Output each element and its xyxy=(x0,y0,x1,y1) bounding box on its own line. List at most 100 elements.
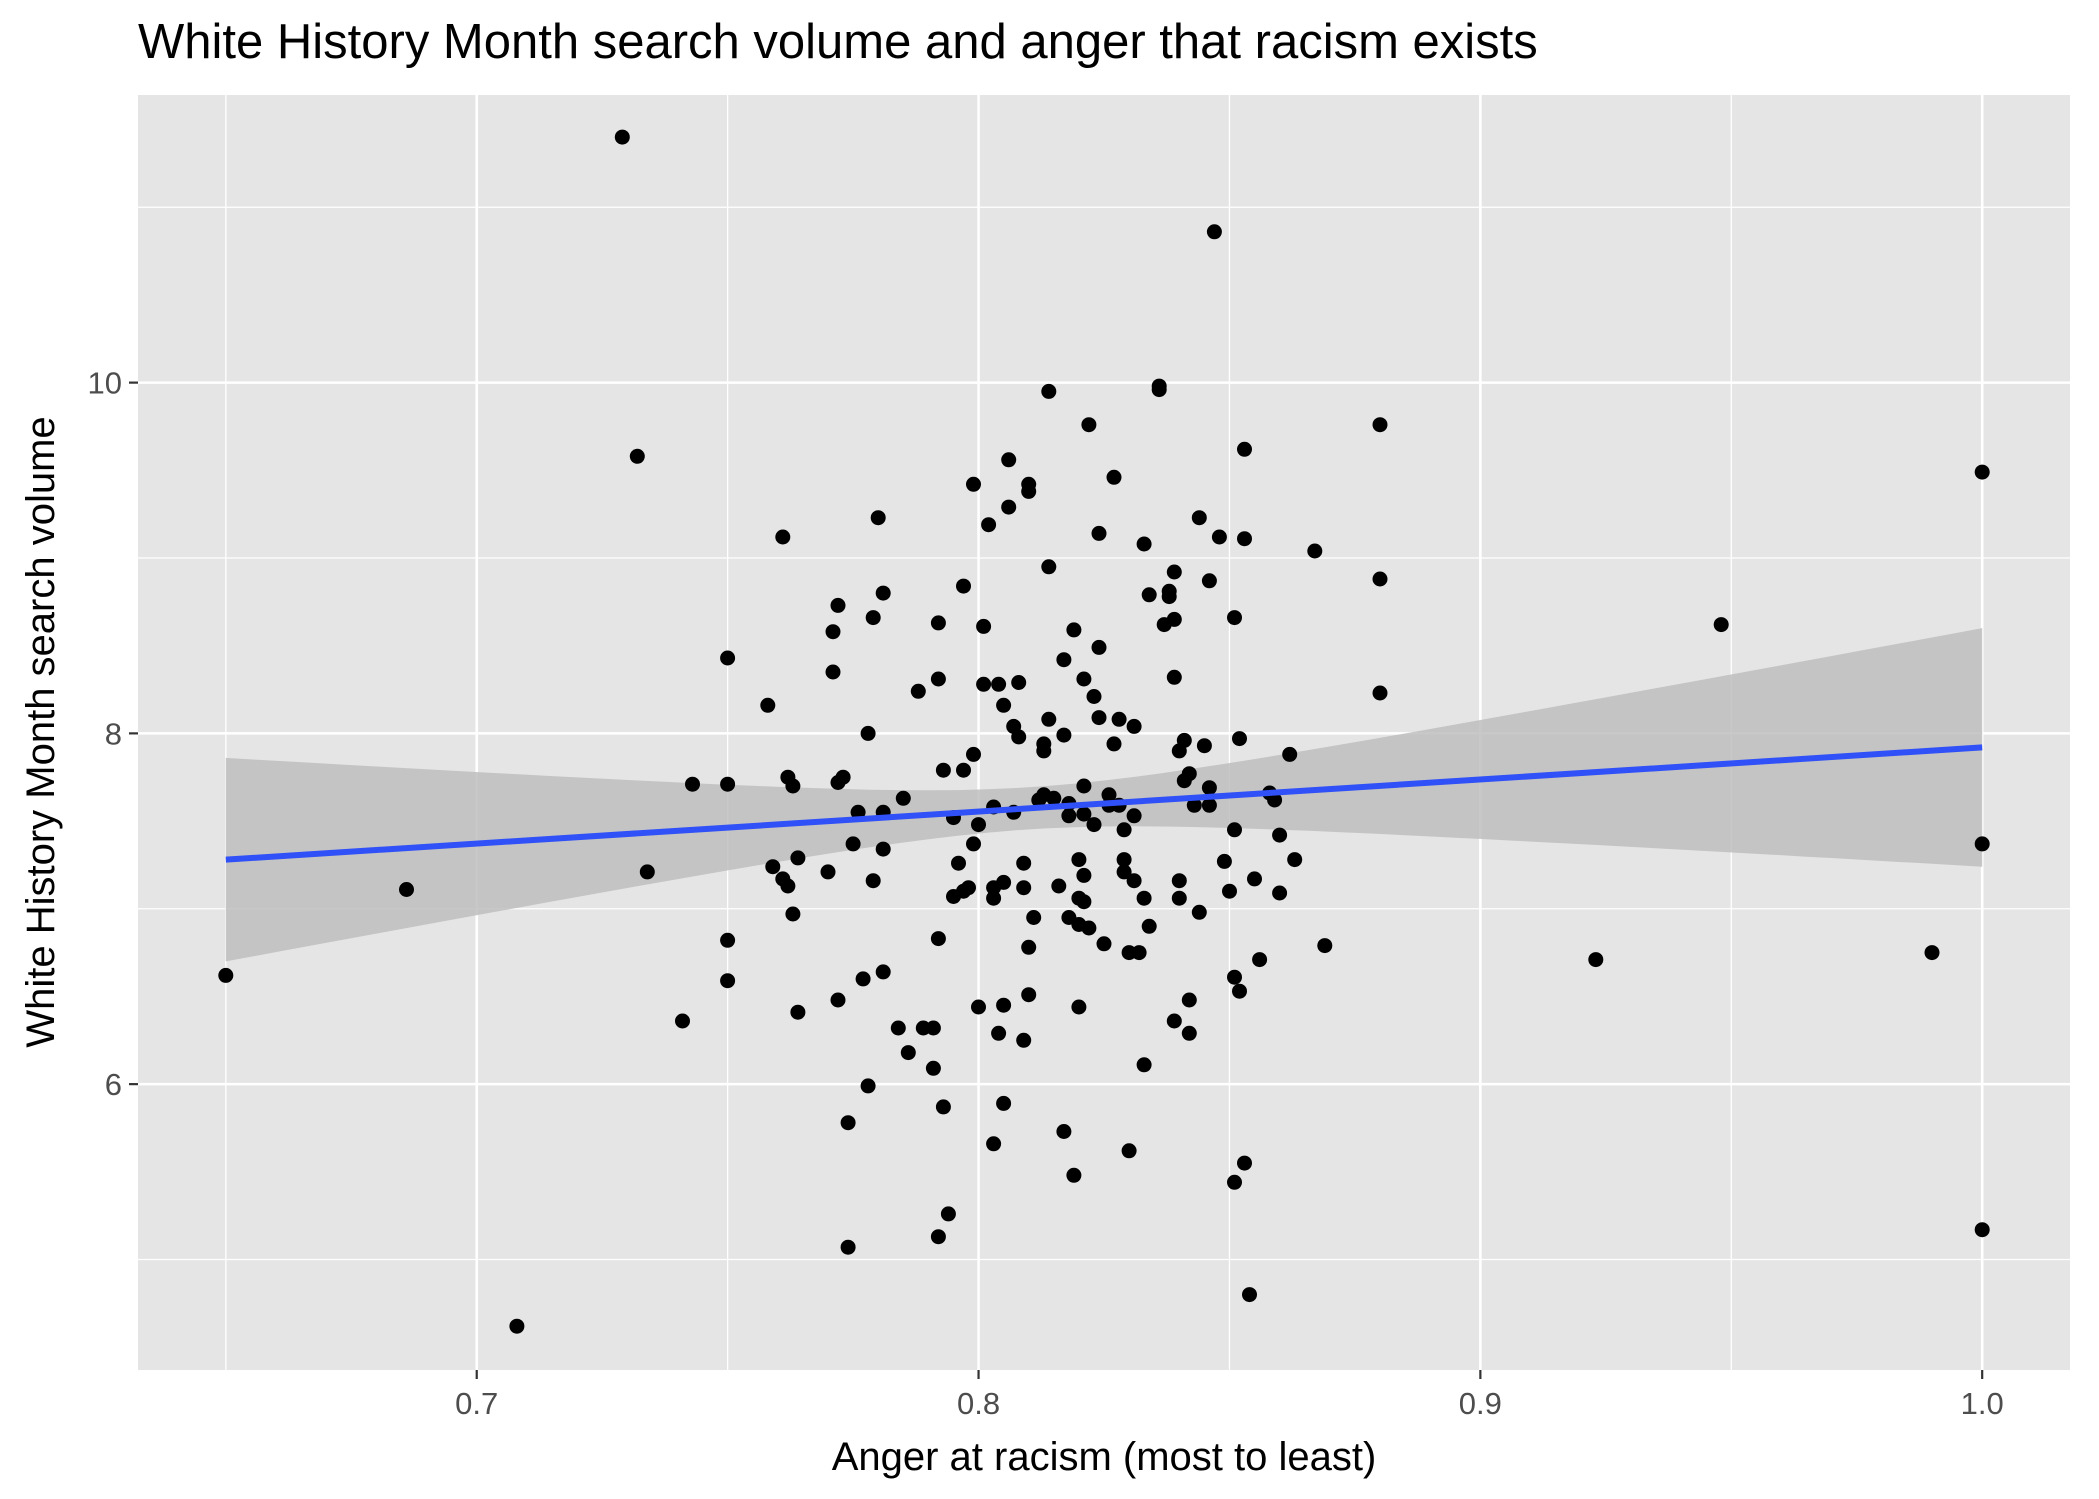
y-axis-title: White History Month search volume xyxy=(19,416,63,1047)
data-point xyxy=(935,762,951,778)
data-point xyxy=(825,624,841,640)
data-point xyxy=(961,880,976,896)
data-point xyxy=(930,1229,946,1245)
data-points xyxy=(218,129,1990,1334)
data-point xyxy=(1166,1013,1182,1029)
data-point xyxy=(1151,382,1167,398)
chart-title: White History Month search volume and an… xyxy=(138,15,1538,69)
data-point xyxy=(685,776,700,792)
data-point xyxy=(830,597,846,613)
data-point xyxy=(790,1004,806,1020)
x-tick-label: 0.9 xyxy=(1459,1386,1502,1421)
data-point xyxy=(1201,780,1217,796)
data-point xyxy=(930,615,946,631)
data-point xyxy=(1116,852,1132,868)
data-point xyxy=(860,1078,876,1094)
x-tick-label: 0.7 xyxy=(455,1386,498,1421)
data-point xyxy=(1227,610,1242,626)
data-point xyxy=(951,855,966,871)
data-point xyxy=(1237,441,1252,457)
data-point xyxy=(1713,617,1729,633)
data-point xyxy=(1061,808,1077,824)
data-point xyxy=(1136,536,1152,552)
data-point xyxy=(875,585,891,601)
data-point xyxy=(1282,746,1298,762)
data-point xyxy=(1196,738,1212,754)
data-point xyxy=(991,676,1007,692)
data-point xyxy=(399,882,414,897)
data-point xyxy=(1201,573,1217,589)
data-point xyxy=(966,476,981,492)
data-point xyxy=(1372,417,1388,433)
data-point xyxy=(1307,543,1323,559)
data-point xyxy=(1056,727,1072,743)
data-point xyxy=(895,790,911,806)
data-point xyxy=(1317,938,1333,954)
data-point xyxy=(875,964,891,980)
data-point xyxy=(1201,797,1217,813)
data-point xyxy=(1106,469,1122,485)
data-point xyxy=(1091,639,1107,655)
data-point xyxy=(1106,736,1122,752)
data-point xyxy=(830,992,846,1008)
data-point xyxy=(1011,729,1027,745)
data-point xyxy=(1232,731,1247,747)
data-point xyxy=(1181,766,1197,782)
data-point xyxy=(1588,952,1604,968)
x-tick-label: 1.0 xyxy=(1961,1386,2004,1421)
data-point xyxy=(1121,1143,1137,1159)
data-point xyxy=(1222,883,1237,899)
data-point xyxy=(840,1115,856,1131)
data-point xyxy=(1131,945,1147,961)
data-point xyxy=(785,778,801,794)
data-point xyxy=(900,1045,916,1061)
data-point xyxy=(966,746,981,762)
data-point xyxy=(1116,822,1132,838)
data-point xyxy=(1161,583,1177,599)
data-point xyxy=(1091,710,1107,726)
data-point xyxy=(1081,920,1097,936)
data-point xyxy=(1076,867,1092,883)
data-point xyxy=(996,1095,1012,1111)
data-point xyxy=(629,448,645,464)
data-point xyxy=(1001,499,1017,515)
data-point xyxy=(1076,778,1092,794)
data-point xyxy=(1181,992,1197,1008)
data-point xyxy=(966,836,981,852)
data-point xyxy=(1181,1025,1197,1041)
data-point xyxy=(835,769,851,785)
data-point xyxy=(930,671,946,687)
data-point xyxy=(865,873,881,889)
data-point xyxy=(1071,999,1087,1015)
data-point xyxy=(971,999,986,1015)
data-point xyxy=(1076,671,1092,687)
data-point xyxy=(1267,792,1283,808)
x-axis-title: Anger at racism (most to least) xyxy=(832,1435,1377,1479)
data-point xyxy=(986,890,1002,906)
data-point xyxy=(1287,852,1303,868)
data-point xyxy=(1136,890,1152,906)
data-point xyxy=(1016,855,1032,871)
data-point xyxy=(1066,1167,1082,1183)
data-point xyxy=(981,517,997,533)
data-point xyxy=(1091,525,1107,541)
data-point xyxy=(1191,510,1207,526)
data-point xyxy=(855,971,871,987)
data-point xyxy=(1021,939,1037,955)
data-point xyxy=(1081,417,1097,433)
data-point xyxy=(996,697,1012,713)
data-point xyxy=(1021,476,1037,492)
data-point xyxy=(1216,853,1232,869)
data-point xyxy=(825,664,841,680)
data-point xyxy=(760,697,776,713)
data-point xyxy=(614,129,630,145)
y-tick-label: 8 xyxy=(105,716,122,751)
data-point xyxy=(820,864,836,880)
data-point xyxy=(1242,1287,1257,1303)
data-point xyxy=(1227,822,1242,838)
data-point xyxy=(956,578,971,594)
data-point xyxy=(996,874,1012,890)
data-point xyxy=(1206,224,1222,240)
data-point xyxy=(775,529,791,545)
